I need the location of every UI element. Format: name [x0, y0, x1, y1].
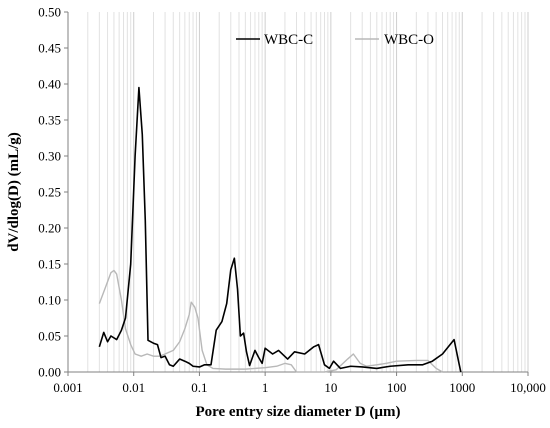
tick-labels: 0.00 0.05 0.10 0.15 0.20 0.25 0.30 0.35 0.40 0.45… [38, 5, 546, 396]
y-tick-label: 0.30 [38, 149, 61, 164]
series-line-wbc-c [98, 86, 462, 373]
x-tick-label: 10,000 [510, 380, 546, 395]
x-tick-label: 100 [387, 380, 407, 395]
y-tick-label: 0.05 [38, 329, 61, 344]
y-axis-title: dV/dlog(D) (mL/g) [6, 132, 22, 252]
x-tick-label: 0.001 [53, 380, 82, 395]
y-tick-label: 0.00 [38, 365, 61, 380]
y-tick-label: 0.50 [38, 5, 61, 20]
y-tick-label: 0.45 [38, 41, 61, 56]
y-tick-label: 0.15 [38, 257, 61, 272]
x-tick-label: 0.1 [191, 380, 207, 395]
series-lines [98, 86, 462, 373]
y-tick-label: 0.35 [38, 113, 61, 128]
y-tick-label: 0.25 [38, 185, 61, 200]
x-tick-label: 0.01 [122, 380, 145, 395]
x-axis-title: Pore entry size diameter D (µm) [195, 404, 400, 420]
grid-lines [67, 12, 529, 372]
y-tick-label: 0.40 [38, 77, 61, 92]
y-tick-label: 0.20 [38, 221, 61, 236]
x-tick-label: 10 [324, 380, 337, 395]
series-line-wbc-o [98, 269, 443, 373]
x-tick-label: 1 [262, 380, 269, 395]
x-tick-label: 1000 [449, 380, 475, 395]
y-tick-label: 0.10 [38, 293, 61, 308]
legend-label-wbc-o: WBC-O [384, 32, 434, 48]
legend: WBC-C WBC-O [236, 32, 434, 48]
legend-label-wbc-c: WBC-C [264, 32, 313, 48]
